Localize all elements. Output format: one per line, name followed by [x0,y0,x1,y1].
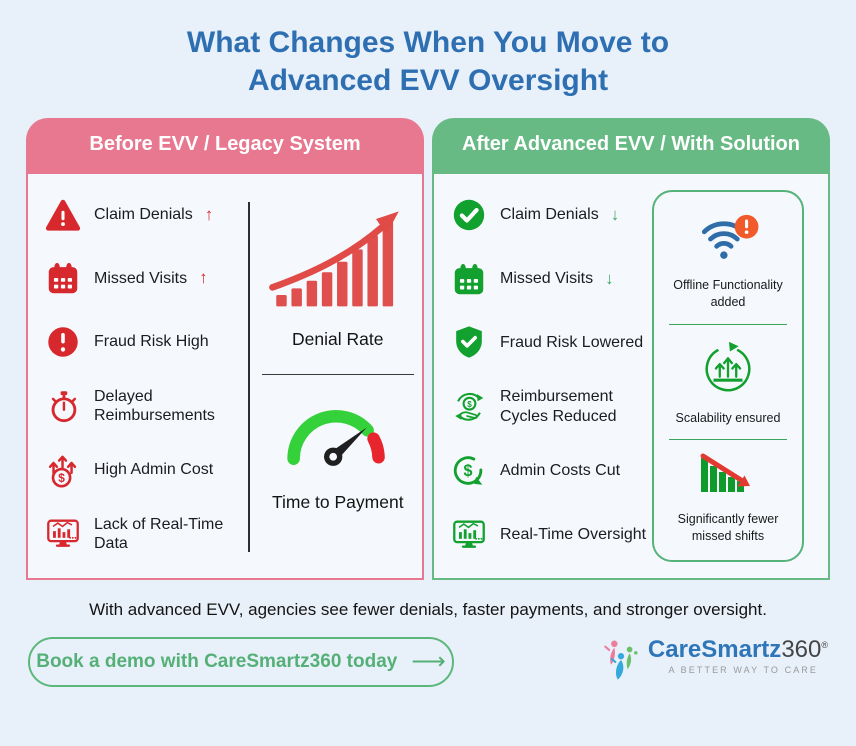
benefit-divider [669,438,787,440]
column-divider [248,201,250,552]
calendar-icon [450,260,488,298]
check-circle-icon [450,196,488,234]
item-label: Missed Visits [94,269,188,287]
trend-down-arrow: ↓ [605,268,614,288]
benefit-label: Significantly fewer missed shifts [677,511,779,544]
logo-mark-icon [600,637,642,688]
visuals-divider [261,373,414,375]
list-item: Missed Visits ↑ [44,259,246,297]
item-label: Missed Visits [500,269,594,287]
warning-triangle-icon [44,196,82,234]
monitor-chart-icon [44,515,82,553]
item-label: Delayed Reimbursements [94,387,215,425]
comparison-panels: Before EVV / Legacy System Claim Denials… [0,117,856,580]
item-label: Fraud Risk Lowered [500,333,644,351]
list-item: $ High Admin Cost [44,451,246,489]
after-panel-header: After Advanced EVV / With Solution [432,117,830,172]
logo-suffix-text: 360 [781,635,822,663]
item-label: High Admin Cost [94,461,214,479]
wifi-alert-icon [696,208,760,269]
speed-gauge-icon [275,395,401,482]
after-panel-body: Claim Denials ↓ [432,171,830,580]
list-item: Missed Visits ↓ [450,260,652,298]
benefit-divider [669,323,787,325]
logo-tagline: A BETTER WAY TO CARE [668,664,818,675]
item-label: Claim Denials [94,206,193,224]
list-item: Lack of Real-Time Data [44,515,246,554]
summary-text: With advanced EVV, agencies see fewer de… [89,599,767,619]
before-panel-header: Before EVV / Legacy System [26,117,424,172]
page-title: What Changes When You Move to Advanced E… [0,24,856,101]
benefits-card: Offline Functionality added [652,189,804,562]
book-demo-button[interactable]: Book a demo with CareSmartz360 today ⟶ [28,637,454,688]
shield-check-icon [450,323,488,361]
list-item: Real-Time Oversight [450,516,652,554]
benefit-item: Scalability ensured [675,337,781,428]
footer-row: Book a demo with CareSmartz360 today ⟶ C… [0,637,856,688]
before-panel: Before EVV / Legacy System Claim Denials… [26,117,424,580]
svg-text:$: $ [467,400,472,409]
item-label: Claim Denials [500,206,599,224]
caresmartz-logo: CareSmartz360® A BETTER WAY TO CARE [600,637,828,688]
visual-label: Denial Rate [292,328,384,349]
alert-circle-icon [44,323,82,361]
rising-cost-dollar-icon: $ [44,451,82,489]
after-items: Claim Denials ↓ [434,174,652,578]
list-item: Claim Denials ↓ [450,196,652,234]
calendar-icon [44,259,82,297]
trend-up-arrow: ↑ [199,268,208,288]
registered-mark: ® [821,639,828,650]
benefit-label: Offline Functionality added [673,277,783,310]
page-title-line2: Advanced EVV Oversight [247,64,609,98]
item-label: Real-Time Oversight [500,525,647,543]
dollar-cut-icon: $ [450,452,488,490]
svg-text:$: $ [58,471,65,485]
benefit-item: Offline Functionality added [661,208,795,312]
logo-wordmark: CareSmartz360® A BETTER WAY TO CARE [648,637,828,675]
list-item: Delayed Reimbursements [44,387,246,426]
after-panel: After Advanced EVV / With Solution Claim… [432,117,830,580]
benefit-item: Significantly fewer missed shifts [661,452,795,546]
before-panel-body: Claim Denials ↑ [26,171,424,580]
benefit-label: Scalability ensured [675,410,781,425]
list-item: Fraud Risk Lowered [450,323,652,361]
svg-text:$: $ [464,462,473,480]
page-title-line1: What Changes When You Move to [186,26,670,59]
reimbursement-cycle-icon: $ [450,388,488,426]
declining-bars-icon [699,452,757,503]
item-label: Reimbursement Cycles Reduced [500,388,617,425]
before-visuals: Denial Rate Time to Payment [254,174,423,578]
item-label: Admin Costs Cut [500,462,621,480]
item-label: Lack of Real-Time Data [94,515,224,553]
before-items: Claim Denials ↑ [28,174,246,578]
visual-label: Time to Payment [271,491,404,512]
list-item: Claim Denials ↑ [44,196,246,234]
list-item: $ Reimbursement Cycles Reduced [450,387,652,426]
arrow-right-icon: ⟶ [411,648,446,676]
scalability-icon [698,337,758,402]
list-item: Fraud Risk High [44,323,246,361]
item-label: Fraud Risk High [94,333,209,351]
trend-up-arrow: ↑ [204,204,214,224]
trend-down-arrow: ↓ [610,204,620,224]
list-item: $ Admin Costs Cut [450,452,652,490]
stopwatch-icon [44,387,82,425]
monitor-chart-icon [450,516,488,554]
logo-brand-text: CareSmartz [647,635,782,663]
rising-bar-chart-icon [265,200,411,319]
cta-label: Book a demo with CareSmartz360 today [36,651,398,673]
